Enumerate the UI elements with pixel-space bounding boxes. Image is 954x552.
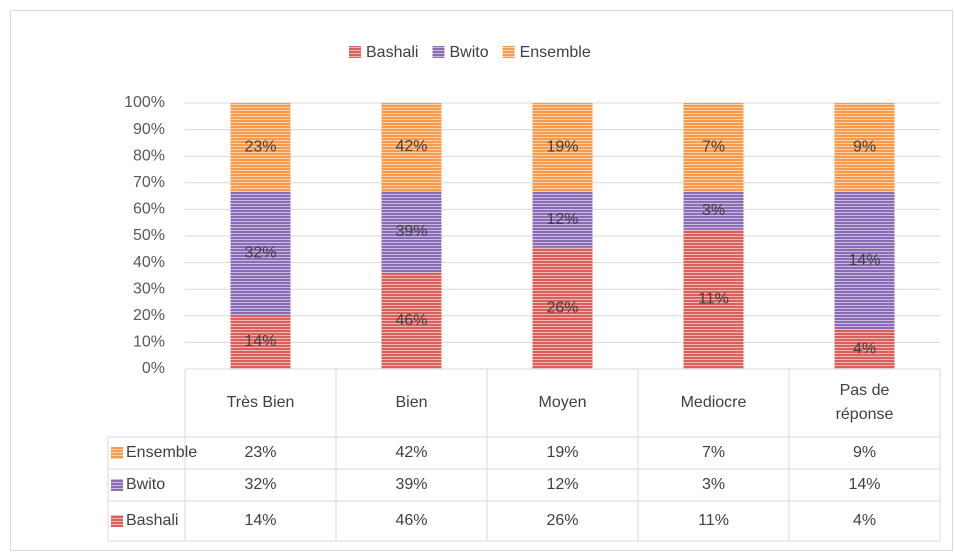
legend-swatch [349,46,361,58]
table-row-label: Ensemble [126,444,197,461]
table-cell: 14% [244,512,276,529]
table-cell: 26% [546,512,578,529]
category-cell: Moyen [538,394,587,411]
bar-segment [381,103,442,191]
bar-segment [381,190,442,273]
bar-segment [381,272,442,369]
data-label: 46% [395,312,427,329]
bar-segment [834,329,895,369]
data-label: 3% [702,202,725,219]
table-cell: 3% [702,476,725,493]
table-cell: 14% [848,476,880,493]
table-cell: 4% [853,512,876,529]
y-tick-label: 90% [133,121,165,138]
table-cell: 46% [395,512,427,529]
x-tick-label: Pas de réponse [835,382,894,423]
data-label: 11% [698,291,729,308]
x-tick-label: Bien [395,394,428,411]
data-label: 14% [244,333,276,350]
legend-label: Bwito [449,44,488,61]
data-label: 26% [546,300,578,317]
data-label: 4% [853,341,876,358]
bar-segment [683,229,744,369]
legend-label: Ensemble [520,44,591,61]
data-label: 7% [702,139,725,156]
bar-segment [532,103,593,192]
category-cell: Très Bien [226,394,295,411]
y-tick-label: 100% [124,94,165,111]
y-tick-label: 60% [133,201,165,218]
y-tick-label: 10% [133,334,165,351]
table-cell: 23% [244,444,276,461]
bar-segment [532,247,593,369]
table-legend-swatch [111,447,123,459]
table-cell: 19% [546,444,578,461]
data-label: 12% [546,211,578,228]
table-row-label: Bashali [126,512,178,529]
bar-segment [230,315,291,369]
bar-segment [683,103,744,192]
table-cell: 39% [395,476,427,493]
bar-segment [230,103,291,192]
data-label: 19% [546,139,578,156]
table-cell: 32% [244,476,276,493]
table-cell: 11% [698,512,729,529]
y-tick-label: 0% [142,360,165,377]
category-cell: Pas de réponse [835,382,894,423]
table-cell: 42% [395,444,427,461]
y-tick-label: 30% [133,280,165,297]
bar-segment [834,191,895,330]
category-cell: Mediocre [680,394,747,411]
legend-swatch [432,46,445,58]
bar-segment [683,191,744,230]
y-tick-label: 20% [133,307,165,324]
x-tick-label: Moyen [538,394,587,411]
x-tick-label: Très Bien [226,394,295,411]
legend-swatch [502,46,515,58]
table-cell: 12% [546,476,578,493]
y-tick-label: 70% [133,174,165,191]
legend-label: Bashali [366,44,418,61]
data-label: 14% [848,252,880,269]
data-label: 39% [395,223,427,240]
y-tick-label: 50% [133,227,165,244]
category-cell: Bien [395,394,428,411]
table-legend-swatch [111,515,123,527]
bar-segment [834,103,895,192]
y-tick-label: 80% [133,147,165,164]
table-row-label: Bwito [126,476,165,493]
y-tick-label: 40% [133,254,165,271]
table-cell: 9% [853,444,876,461]
data-label: 9% [853,139,876,156]
data-label: 42% [395,138,427,155]
data-label: 23% [244,139,276,156]
chart-border [10,10,953,551]
data-label: 32% [244,245,276,262]
bar-segment [532,191,593,248]
bar-segment [230,191,291,316]
table-legend-swatch [111,479,123,491]
x-tick-label: Mediocre [680,394,747,411]
table-cell: 7% [702,444,725,461]
